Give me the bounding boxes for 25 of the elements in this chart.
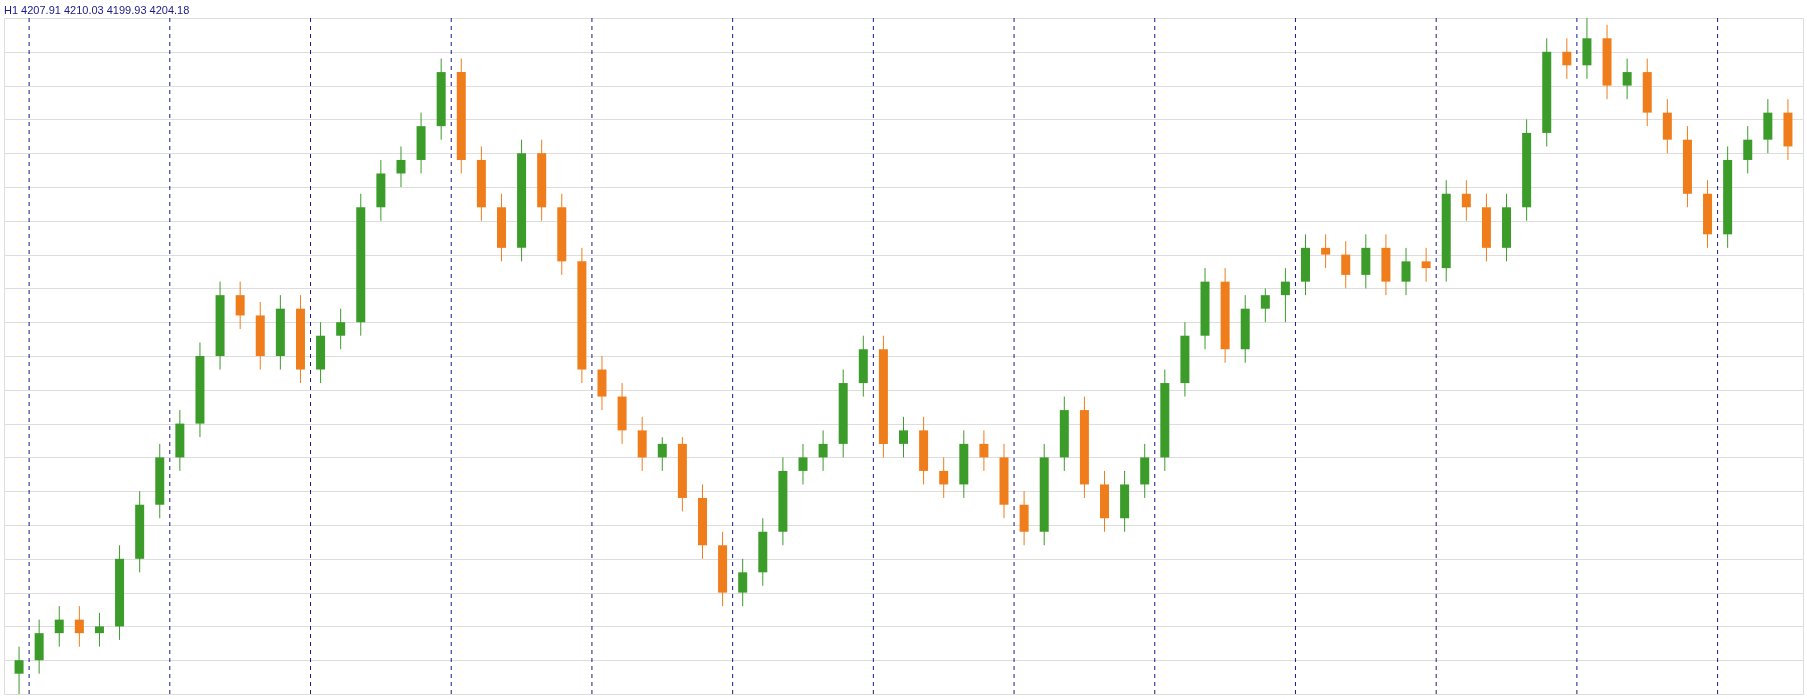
candlestick xyxy=(798,443,808,485)
candlestick xyxy=(1321,233,1331,269)
candlestick xyxy=(336,308,346,350)
candlestick xyxy=(74,605,84,648)
candlestick xyxy=(1421,247,1431,283)
candlestick xyxy=(1743,125,1753,174)
candlestick xyxy=(396,145,406,188)
candlestick xyxy=(1280,267,1290,323)
candlestick xyxy=(899,416,908,458)
candlestick xyxy=(1401,247,1411,296)
candlestick xyxy=(235,281,245,330)
candlestick xyxy=(1622,58,1632,100)
candlestick xyxy=(1260,287,1270,323)
candlestick xyxy=(1341,240,1351,289)
candlestick xyxy=(1562,37,1572,80)
candlestick xyxy=(1461,179,1471,222)
candlestick xyxy=(94,612,104,648)
candlestick xyxy=(657,436,667,472)
candlestick xyxy=(979,429,989,472)
text: H1 4207.91 4210.03 4199.93 4204.18 xyxy=(4,3,190,16)
candlestick xyxy=(14,646,24,695)
candlestick xyxy=(54,605,64,648)
candlestick xyxy=(939,456,949,499)
candlestick xyxy=(738,558,748,607)
candlestick xyxy=(818,429,828,472)
